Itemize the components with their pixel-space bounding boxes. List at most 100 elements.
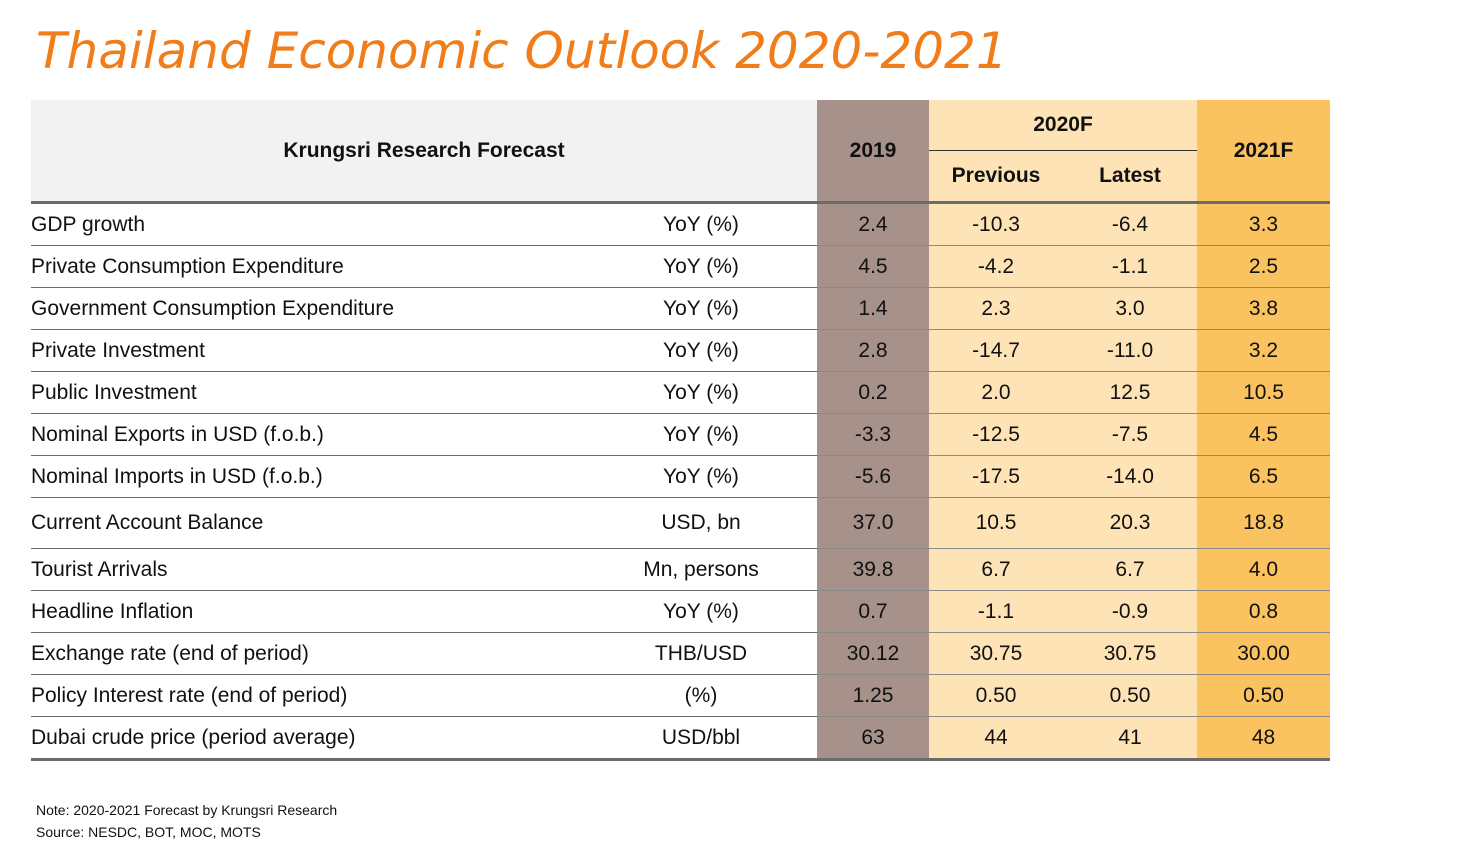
value-2020-latest: 41: [1063, 716, 1198, 761]
value-2019: 4.5: [817, 245, 929, 288]
value-2019: 2.8: [817, 329, 929, 372]
table-row: Policy Interest rate (end of period) (%) 1…: [31, 674, 1331, 717]
table-row: Current Account Balance USD, bn 37.0 10.5 20…: [31, 497, 1331, 549]
value-2020-latest: -11.0: [1063, 329, 1198, 372]
value-2021: 0.50: [1197, 674, 1331, 717]
value-2019: 1.25: [817, 674, 929, 717]
header-label: Krungsri Research Forecast: [31, 100, 817, 204]
row-name: Nominal Imports in USD (f.o.b.): [31, 455, 585, 498]
table-row: Government Consumption Expenditure YoY (%…: [31, 287, 1331, 330]
header-2020f: 2020F: [929, 100, 1198, 151]
value-2020-latest: -0.9: [1063, 590, 1198, 633]
value-2020-latest: 6.7: [1063, 548, 1198, 591]
value-2021: 3.8: [1197, 287, 1331, 330]
value-2020-previous: 0.50: [929, 674, 1063, 717]
table-row: Tourist Arrivals Mn, persons 39.8 6.7 6.7 4.0: [31, 548, 1331, 591]
page-title: Thailand Economic Outlook 2020-2021: [36, 22, 1008, 80]
row-unit: YoY (%): [585, 371, 817, 414]
value-2021: 0.8: [1197, 590, 1331, 633]
row-unit: THB/USD: [585, 632, 817, 675]
value-2020-previous: -12.5: [929, 413, 1063, 456]
table-row: Nominal Imports in USD (f.o.b.) YoY (%) -5…: [31, 455, 1331, 498]
value-2021: 30.00: [1197, 632, 1331, 675]
value-2020-latest: 12.5: [1063, 371, 1198, 414]
forecast-table: Krungsri Research Forecast 2019 2020F 20…: [31, 100, 1331, 761]
value-2020-previous: 10.5: [929, 497, 1063, 549]
table-row: Private Consumption Expenditure YoY (%) 4.…: [31, 245, 1331, 288]
value-2021: 10.5: [1197, 371, 1331, 414]
row-name: Private Investment: [31, 329, 585, 372]
table-row: Private Investment YoY (%) 2.8 -14.7 -11.0 3.…: [31, 329, 1331, 372]
value-2020-latest: 30.75: [1063, 632, 1198, 675]
value-2020-latest: 0.50: [1063, 674, 1198, 717]
table-row: Headline Inflation YoY (%) 0.7 -1.1 -0.9 0.8: [31, 590, 1331, 633]
row-unit: YoY (%): [585, 245, 817, 288]
row-name: GDP growth: [31, 202, 585, 246]
value-2021: 2.5: [1197, 245, 1331, 288]
header-previous: Previous: [929, 150, 1063, 204]
note-text: Note: 2020-2021 Forecast by Krungsri Res…: [36, 802, 338, 818]
row-unit: USD, bn: [585, 497, 817, 549]
row-unit: YoY (%): [585, 329, 817, 372]
value-2019: 0.2: [817, 371, 929, 414]
value-2020-previous: 2.3: [929, 287, 1063, 330]
value-2020-previous: -4.2: [929, 245, 1063, 288]
value-2019: 37.0: [817, 497, 929, 549]
header-latest: Latest: [1063, 150, 1198, 204]
value-2021: 3.3: [1197, 202, 1331, 246]
value-2019: 63: [817, 716, 929, 761]
row-name: Private Consumption Expenditure: [31, 245, 585, 288]
value-2020-previous: 6.7: [929, 548, 1063, 591]
row-name: Policy Interest rate (end of period): [31, 674, 585, 717]
value-2020-previous: -10.3: [929, 202, 1063, 246]
table-row: GDP growth YoY (%) 2.4 -10.3 -6.4 3.3: [31, 202, 1331, 246]
value-2020-latest: -6.4: [1063, 202, 1198, 246]
table-row: Dubai crude price (period average) USD/bb…: [31, 716, 1331, 761]
row-name: Nominal Exports in USD (f.o.b.): [31, 413, 585, 456]
value-2019: 0.7: [817, 590, 929, 633]
value-2020-latest: -1.1: [1063, 245, 1198, 288]
header-2021f: 2021F: [1197, 100, 1331, 204]
value-2020-previous: -14.7: [929, 329, 1063, 372]
value-2019: 30.12: [817, 632, 929, 675]
row-name: Public Investment: [31, 371, 585, 414]
source-text: Source: NESDC, BOT, MOC, MOTS: [36, 824, 261, 840]
row-unit: YoY (%): [585, 202, 817, 246]
row-unit: USD/bbl: [585, 716, 817, 761]
row-name: Headline Inflation: [31, 590, 585, 633]
header-row: Krungsri Research Forecast 2019 2020F 20…: [31, 100, 1331, 204]
value-2020-previous: -17.5: [929, 455, 1063, 498]
value-2019: 39.8: [817, 548, 929, 591]
footnotes: Note: 2020-2021 Forecast by Krungsri Res…: [36, 799, 337, 843]
value-2020-previous: 2.0: [929, 371, 1063, 414]
subheader-row: Previous Latest: [31, 150, 1330, 204]
value-2020-latest: 3.0: [1063, 287, 1198, 330]
value-2021: 6.5: [1197, 455, 1331, 498]
value-2020-latest: -14.0: [1063, 455, 1198, 498]
row-name: Current Account Balance: [31, 497, 585, 549]
row-name: Government Consumption Expenditure: [31, 287, 585, 330]
value-2021: 18.8: [1197, 497, 1331, 549]
row-name: Exchange rate (end of period): [31, 632, 585, 675]
row-name: Tourist Arrivals: [31, 548, 585, 591]
header-2019: 2019: [817, 100, 929, 204]
row-unit: Mn, persons: [585, 548, 817, 591]
value-2020-latest: -7.5: [1063, 413, 1198, 456]
row-unit: YoY (%): [585, 590, 817, 633]
value-2021: 4.5: [1197, 413, 1331, 456]
row-unit: YoY (%): [585, 287, 817, 330]
row-unit: YoY (%): [585, 413, 817, 456]
value-2021: 4.0: [1197, 548, 1331, 591]
value-2020-previous: 30.75: [929, 632, 1063, 675]
table-row: Public Investment YoY (%) 0.2 2.0 12.5 10.5: [31, 371, 1331, 414]
value-2019: -3.3: [817, 413, 929, 456]
value-2021: 48: [1197, 716, 1331, 761]
value-2020-previous: 44: [929, 716, 1063, 761]
value-2019: 2.4: [817, 202, 929, 246]
row-unit: (%): [585, 674, 817, 717]
value-2020-latest: 20.3: [1063, 497, 1198, 549]
row-unit: YoY (%): [585, 455, 817, 498]
value-2020-previous: -1.1: [929, 590, 1063, 633]
value-2019: -5.6: [817, 455, 929, 498]
value-2019: 1.4: [817, 287, 929, 330]
